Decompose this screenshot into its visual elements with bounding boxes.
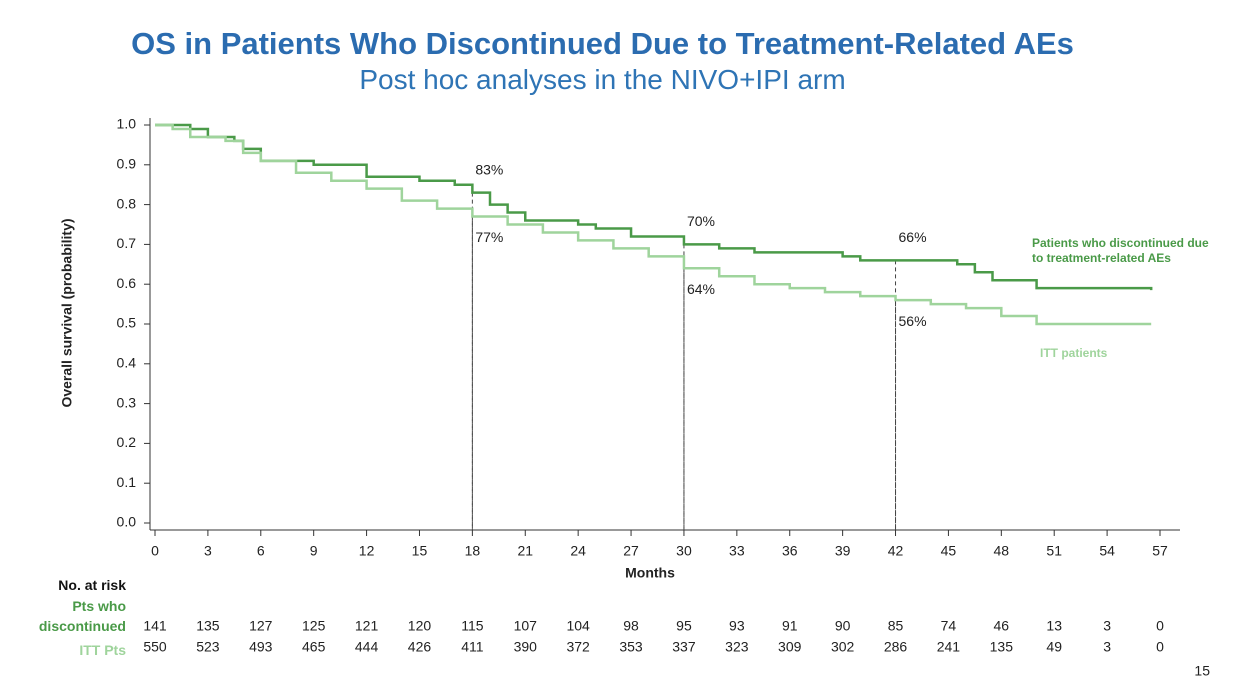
y-tick-label: 0.5 [117, 315, 137, 331]
annotation-label: 56% [899, 313, 927, 329]
risk-count: 104 [566, 618, 590, 634]
x-tick-label: 54 [1099, 543, 1115, 559]
survival-curve [155, 123, 1152, 326]
risk-count: 85 [888, 618, 904, 634]
y-tick-label: 0.8 [117, 195, 137, 211]
x-tick-label: 45 [941, 543, 957, 559]
risk-count: 523 [196, 639, 220, 655]
x-tick-label: 30 [676, 543, 692, 559]
risk-count: 444 [355, 639, 379, 655]
risk-count: 121 [355, 618, 379, 634]
risk-count: 3 [1103, 618, 1111, 634]
risk-count: 91 [782, 618, 798, 634]
risk-count: 3 [1103, 639, 1111, 655]
risk-count: 13 [1046, 618, 1062, 634]
x-tick-label: 24 [570, 543, 586, 559]
y-axis-label: Overall survival (probability) [59, 218, 75, 407]
annotation-label: 77% [475, 229, 503, 245]
x-tick-label: 6 [257, 543, 265, 559]
y-tick-label: 0.3 [117, 394, 137, 410]
x-tick-label: 42 [888, 543, 904, 559]
x-tick-label: 51 [1046, 543, 1062, 559]
risk-count: 241 [937, 639, 961, 655]
risk-count: 46 [994, 618, 1010, 634]
risk-count: 141 [143, 618, 167, 634]
page-number: 15 [1194, 663, 1210, 679]
y-tick-label: 0.2 [117, 434, 137, 450]
risk-count: 125 [302, 618, 326, 634]
risk-count: 49 [1046, 639, 1062, 655]
risk-count: 550 [143, 639, 167, 655]
risk-count: 0 [1156, 618, 1164, 634]
y-tick-label: 0.1 [117, 474, 137, 490]
x-tick-label: 12 [359, 543, 375, 559]
risk-count: 0 [1156, 639, 1164, 655]
y-tick-label: 0.6 [117, 275, 137, 291]
chart-subtitle: Post hoc analyses in the NIVO+IPI arm [359, 64, 846, 95]
risk-count: 127 [249, 618, 273, 634]
risk-count: 90 [835, 618, 851, 634]
risk-count: 390 [514, 639, 538, 655]
risk-count: 95 [676, 618, 692, 634]
risk-count: 426 [408, 639, 432, 655]
risk-count: 493 [249, 639, 273, 655]
risk-row-label: ITT Pts [79, 642, 126, 658]
risk-count: 135 [196, 618, 220, 634]
x-tick-label: 9 [310, 543, 318, 559]
risk-count: 74 [941, 618, 957, 634]
risk-count: 309 [778, 639, 802, 655]
annotation-label: 66% [899, 229, 927, 245]
risk-count: 372 [566, 639, 590, 655]
x-tick-label: 0 [151, 543, 159, 559]
risk-count: 120 [408, 618, 432, 634]
risk-count: 115 [461, 618, 484, 634]
x-tick-label: 36 [782, 543, 798, 559]
survival-curve [155, 123, 1153, 291]
risk-count: 337 [672, 639, 696, 655]
annotation-label: 70% [687, 213, 715, 229]
annotation-label: 83% [475, 161, 503, 177]
x-axis-label: Months [625, 565, 675, 581]
risk-table-title: No. at risk [58, 577, 126, 593]
risk-count: 353 [619, 639, 643, 655]
risk-count: 98 [623, 618, 639, 634]
y-tick-label: 0.4 [117, 355, 137, 371]
y-tick-label: 0.9 [117, 156, 137, 172]
x-tick-label: 39 [835, 543, 851, 559]
risk-count: 93 [729, 618, 745, 634]
risk-count: 411 [461, 639, 484, 655]
x-tick-label: 48 [994, 543, 1010, 559]
risk-count: 323 [725, 639, 749, 655]
risk-count: 107 [514, 618, 538, 634]
y-tick-label: 1.0 [117, 116, 137, 132]
legend-label: ITT patients [1040, 346, 1108, 360]
x-tick-label: 3 [204, 543, 212, 559]
risk-count: 302 [831, 639, 855, 655]
risk-count: 286 [884, 639, 908, 655]
y-tick-label: 0.7 [117, 235, 137, 251]
risk-row-label: Pts who discontinued [38, 598, 126, 634]
y-tick-label: 0.0 [117, 514, 137, 530]
x-tick-label: 18 [465, 543, 481, 559]
legend-label: Patients who discontinued due to treatme… [1032, 236, 1209, 265]
risk-count: 135 [990, 639, 1014, 655]
x-tick-label: 33 [729, 543, 745, 559]
risk-count: 465 [302, 639, 326, 655]
x-tick-label: 57 [1152, 543, 1168, 559]
annotation-label: 64% [687, 281, 715, 297]
x-tick-label: 15 [412, 543, 428, 559]
x-tick-label: 21 [517, 543, 533, 559]
x-tick-label: 27 [623, 543, 639, 559]
chart-title: OS in Patients Who Discontinued Due to T… [131, 26, 1074, 61]
